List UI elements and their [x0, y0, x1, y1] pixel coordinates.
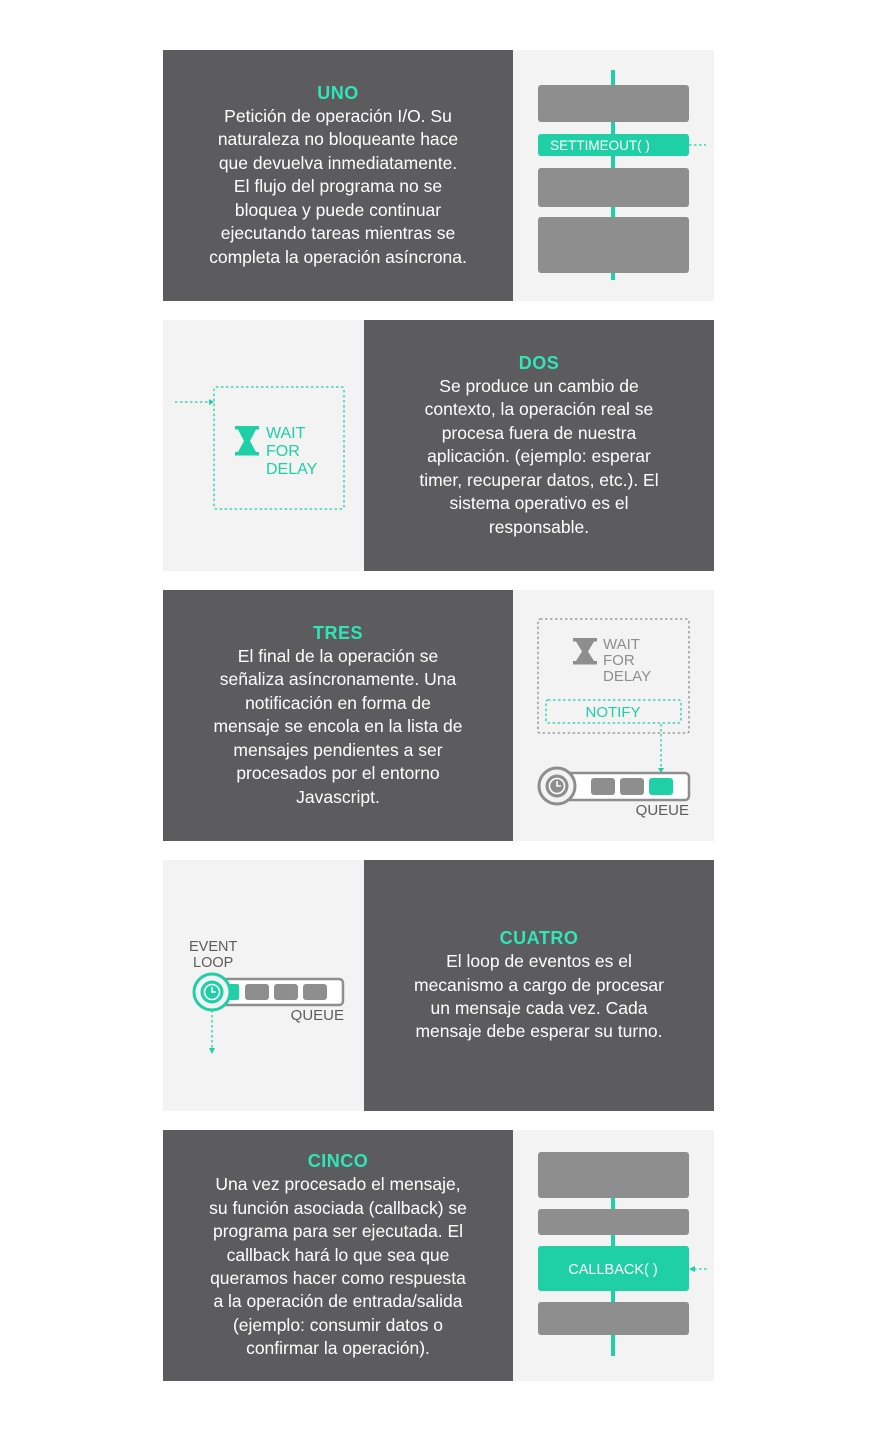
step-title: CINCO — [307, 1151, 369, 1172]
step-cinco-panel: CINCO Una vez procesado el mensaje, su f… — [163, 1130, 714, 1381]
step-description: Una vez procesado el mensaje, su función… — [209, 1174, 467, 1359]
callback-block — [538, 1246, 689, 1291]
wait-label: WAIT — [603, 636, 640, 653]
notify-box — [545, 699, 682, 724]
queue-message — [303, 984, 327, 1000]
stack-block — [538, 1209, 689, 1235]
step-description: El final de la operación se señaliza así… — [213, 646, 463, 807]
step-cuatro-panel: EVENT LOOP QUEUE CUATRO El loop de event… — [163, 860, 714, 1111]
wait-label: DELAY — [603, 668, 651, 685]
step-description: Se produce un cambio de contexto, la ope… — [419, 376, 659, 537]
step-title: TRES — [312, 623, 363, 644]
callback-label: CALLBACK( ) — [568, 1262, 657, 1278]
arrow-head — [209, 399, 214, 405]
stack-block — [538, 168, 689, 207]
queue-message-new — [649, 778, 673, 795]
wait-diagram: WAIT FOR DELAY — [175, 386, 345, 510]
queue-label: QUEUE — [291, 1007, 344, 1024]
wait-box — [213, 386, 345, 510]
queue-message — [245, 984, 269, 1000]
event-loop-diagram: EVENT LOOP QUEUE — [189, 939, 345, 1054]
settimeout-block — [538, 134, 689, 156]
hourglass-icon — [573, 638, 597, 665]
callback-stack-diagram: CALLBACK( ) — [538, 1152, 708, 1356]
wait-label: FOR — [603, 652, 635, 669]
call-stack-diagram: SETTIMEOUT( ) — [538, 70, 706, 280]
event-loop-icon — [192, 972, 232, 1012]
step-tres-panel: TRES El final de la operación se señaliz… — [163, 590, 714, 841]
hourglass-icon — [235, 426, 259, 456]
wait-label: FOR — [266, 443, 300, 460]
queue-message — [591, 778, 615, 795]
stack-block — [538, 1152, 689, 1198]
queue-message — [620, 778, 644, 795]
wait-label: DELAY — [266, 461, 318, 478]
stack-block — [538, 217, 689, 273]
step-description: Petición de operación I/O. Su naturaleza… — [209, 106, 467, 267]
event-loop-label: EVENT — [189, 939, 237, 955]
step-title: CUATRO — [499, 928, 579, 949]
stack-block — [538, 85, 689, 122]
step-description: El loop de eventos es el mecanismo a car… — [414, 951, 664, 1042]
settimeout-label: SETTIMEOUT( ) — [550, 138, 650, 153]
queue-label: QUEUE — [636, 802, 689, 819]
stack-block — [538, 1302, 689, 1335]
step-title: DOS — [518, 353, 560, 374]
arrow-head — [689, 1266, 695, 1272]
arrow-head — [209, 1048, 215, 1054]
event-loop-label: LOOP — [193, 955, 233, 971]
arrow-head — [658, 768, 664, 773]
step-dos-text: DOS Se produce un cambio de contexto, la… — [364, 320, 714, 571]
wait-label: WAIT — [266, 425, 306, 442]
wait-box — [537, 618, 690, 734]
step-title: UNO — [317, 83, 359, 104]
notify-label: NOTIFY — [586, 704, 641, 721]
step-tres-text: TRES El final de la operación se señaliz… — [163, 590, 513, 841]
step-cuatro-text: CUATRO El loop de eventos es el mecanism… — [364, 860, 714, 1111]
queue-message — [274, 984, 298, 1000]
step-uno-text: UNO Petición de operación I/O. Su natura… — [163, 50, 513, 301]
notify-queue-diagram: WAIT FOR DELAY NOTIFY QUEUE — [537, 618, 691, 819]
step-cinco-text: CINCO Una vez procesado el mensaje, su f… — [163, 1130, 513, 1381]
event-loop-icon — [537, 766, 577, 806]
step-dos-panel: WAIT FOR DELAY DOS Se produce un cambio … — [163, 320, 714, 571]
step-uno-panel: UNO Petición de operación I/O. Su natura… — [163, 50, 714, 301]
